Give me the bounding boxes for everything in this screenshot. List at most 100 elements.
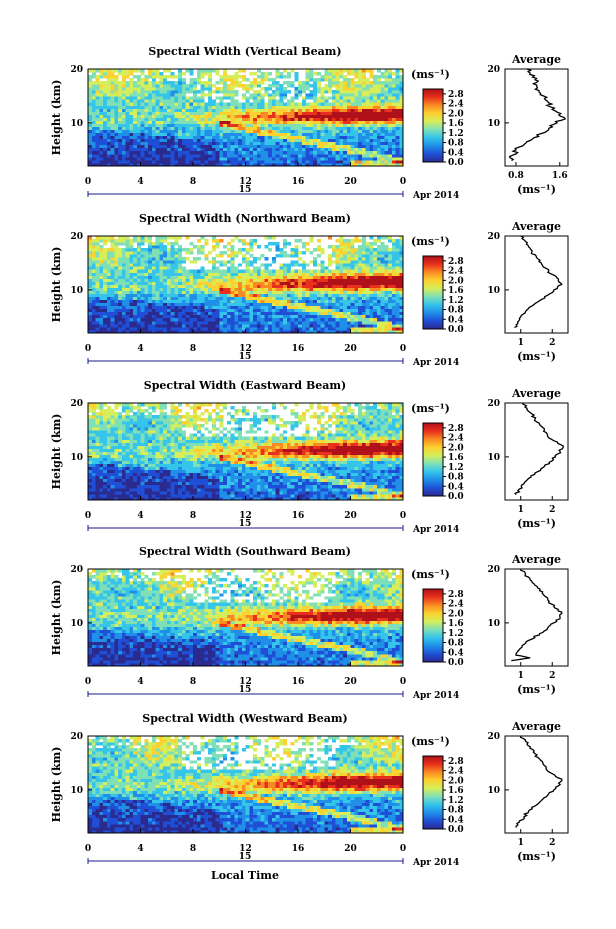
profile-title: Average <box>511 553 561 566</box>
y-axis-label: Height (km) <box>50 580 63 656</box>
profile-frame <box>504 735 569 834</box>
y-tick-label: 20 <box>70 232 83 242</box>
x-tick-label: 0 <box>85 511 91 521</box>
x-tick-label: 0 <box>400 511 406 521</box>
profile-x-tick-label: 0.8 <box>508 171 524 181</box>
profile-title: Average <box>511 220 561 233</box>
y-tick-label: 20 <box>70 565 83 575</box>
x-tick-label: 12 <box>239 511 252 521</box>
x-tick-label: 0 <box>85 677 91 687</box>
profile-x-tick-label: 1 <box>518 838 524 848</box>
x-tick-label: 8 <box>190 177 196 187</box>
colorbar-tick-label: 1.6 <box>448 286 464 296</box>
profile-x-tick-label: 1 <box>518 338 524 348</box>
colorbar-unit: (ms⁻¹) <box>411 68 450 81</box>
colorbar-tick-label: 0.4 <box>448 815 464 825</box>
date-month-year-label: Apr 2014 <box>412 691 459 701</box>
x-tick-label: 4 <box>137 844 143 854</box>
profile-y-tick-label: 20 <box>487 565 500 575</box>
colorbar-tick-label: 0.8 <box>448 473 464 483</box>
x-tick-label: 16 <box>292 511 305 521</box>
profile-x-axis-label: (ms⁻¹) <box>517 350 556 363</box>
heatmap-cells <box>88 736 404 834</box>
colorbar-tick-label: 0.4 <box>448 148 464 158</box>
colorbar-tick-label: 2.4 <box>448 434 464 444</box>
colorbar-tick-label: 2.8 <box>448 90 464 100</box>
y-axis-label: Height (km) <box>50 747 63 823</box>
x-tick-label: 16 <box>292 344 305 354</box>
y-tick-label: 10 <box>70 786 83 796</box>
colorbar-tick-label: 0.8 <box>448 639 464 649</box>
x-tick-label: 12 <box>239 677 252 687</box>
date-month-year-label: Apr 2014 <box>412 358 459 368</box>
colorbar-tick-label: 0.8 <box>448 806 464 816</box>
profile-x-tick-label: 2 <box>549 671 555 681</box>
x-tick-label: 4 <box>137 677 143 687</box>
y-tick-label: 10 <box>70 286 83 296</box>
colorbar-tick-label: 0.0 <box>448 825 464 835</box>
profile-y-tick-label: 10 <box>487 786 500 796</box>
x-tick-label: 12 <box>239 177 252 187</box>
date-day-label: 15 <box>239 852 252 862</box>
x-tick-label: 8 <box>190 677 196 687</box>
colorbar-tick-label: 2.4 <box>448 767 464 777</box>
x-tick-label: 16 <box>292 177 305 187</box>
colorbar-tick-label: 1.6 <box>448 119 464 129</box>
y-tick-label: 10 <box>70 619 83 629</box>
y-tick-label: 20 <box>70 65 83 75</box>
panel-title: Spectral Width (Vertical Beam) <box>148 45 341 58</box>
profile-x-tick-label: 2 <box>549 505 555 515</box>
x-tick-label: 0 <box>400 344 406 354</box>
panel-2: Spectral Width (Northward Beam)1020Heigh… <box>50 212 569 368</box>
panel-3: Spectral Width (Eastward Beam)1020Height… <box>50 379 569 535</box>
x-tick-label: 20 <box>344 177 357 187</box>
colorbar-tick-label: 2.8 <box>448 257 464 267</box>
profile-y-tick-label: 20 <box>487 732 500 742</box>
colorbar-tick-label: 0.0 <box>448 325 464 335</box>
x-tick-label: 0 <box>400 844 406 854</box>
panel-title: Spectral Width (Eastward Beam) <box>144 379 346 392</box>
panel-4: Spectral Width (Southward Beam)1020Heigh… <box>50 545 569 701</box>
colorbar-tick-label: 2.0 <box>448 443 464 453</box>
colorbar <box>422 422 444 497</box>
profile-x-axis-label: (ms⁻¹) <box>517 683 556 696</box>
profile-y-tick-label: 10 <box>487 619 500 629</box>
colorbar-unit: (ms⁻¹) <box>411 568 450 581</box>
x-tick-label: 16 <box>292 677 305 687</box>
y-axis-label: Height (km) <box>50 247 63 323</box>
profile-title: Average <box>511 53 561 66</box>
colorbar-unit: (ms⁻¹) <box>411 235 450 248</box>
x-tick-label: 0 <box>85 844 91 854</box>
heatmap-cells <box>88 569 404 667</box>
x-tick-label: 12 <box>239 344 252 354</box>
profile-line <box>514 235 563 329</box>
colorbar-unit: (ms⁻¹) <box>411 735 450 748</box>
colorbar-tick-label: 1.2 <box>448 629 464 639</box>
colorbar <box>422 255 444 330</box>
profile-line <box>514 402 565 495</box>
y-axis-label: Height (km) <box>50 414 63 490</box>
y-tick-label: 20 <box>70 732 83 742</box>
x-tick-label: 4 <box>137 344 143 354</box>
colorbar-tick-label: 1.2 <box>448 129 464 139</box>
profile-line <box>511 569 563 662</box>
date-month-year-label: Apr 2014 <box>412 858 459 868</box>
profile-y-tick-label: 20 <box>487 232 500 242</box>
date-day-label: 15 <box>239 519 252 529</box>
colorbar <box>422 755 444 830</box>
colorbar-tick-label: 2.0 <box>448 276 464 286</box>
x-tick-label: 20 <box>344 511 357 521</box>
profile-frame <box>504 402 569 501</box>
panel-title: Spectral Width (Westward Beam) <box>142 712 347 725</box>
colorbar-tick-label: 1.2 <box>448 796 464 806</box>
x-tick-label: 20 <box>344 344 357 354</box>
x-tick-label: 0 <box>85 177 91 187</box>
x-tick-label: 4 <box>137 511 143 521</box>
x-tick-label: 0 <box>85 344 91 354</box>
x-tick-label: 16 <box>292 844 305 854</box>
profile-x-tick-label: 1.6 <box>552 171 568 181</box>
colorbar-tick-label: 0.4 <box>448 482 464 492</box>
x-tick-label: 0 <box>400 177 406 187</box>
colorbar-tick-label: 2.8 <box>448 590 464 600</box>
